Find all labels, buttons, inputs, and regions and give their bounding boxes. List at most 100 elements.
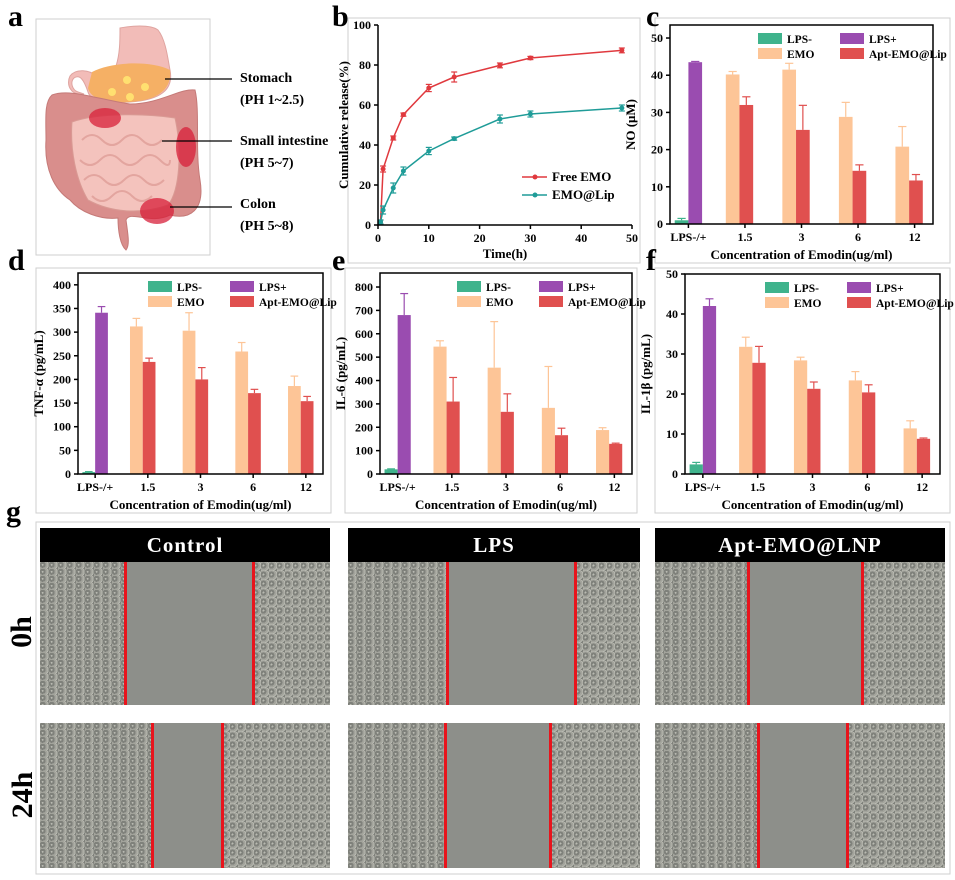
wound-edge-left-line bbox=[444, 723, 447, 868]
legend-swatch bbox=[847, 297, 871, 308]
y-tick-label: 600 bbox=[355, 327, 373, 341]
panel-letter-f: f bbox=[646, 244, 656, 277]
legend-label: Apt-EMO@Lip bbox=[876, 298, 954, 310]
panel-letter-d: d bbox=[8, 244, 25, 277]
y-tick-label: 0 bbox=[672, 467, 678, 481]
legend-label: Apt-EMO@Lip bbox=[568, 297, 646, 309]
y-axis-label: IL-1β (pg/mL) bbox=[638, 334, 653, 414]
bar-lps- bbox=[384, 469, 398, 474]
bar-lps- bbox=[702, 306, 717, 474]
legend-swatch bbox=[840, 33, 864, 44]
x-tick-label: 3 bbox=[198, 480, 204, 494]
data-point bbox=[527, 55, 533, 61]
legend-swatch bbox=[539, 281, 563, 292]
y-tick-label: 20 bbox=[651, 143, 663, 157]
y-tick-label: 100 bbox=[355, 444, 373, 458]
legend-marker bbox=[532, 174, 538, 180]
y-tick-label: 30 bbox=[666, 347, 678, 361]
bar-apt-emo-lip bbox=[609, 443, 623, 474]
legend-label: LPS+ bbox=[568, 282, 596, 294]
x-tick-label: LPS-/+ bbox=[380, 480, 416, 494]
bar-apt-emo-lip bbox=[807, 388, 821, 474]
x-axis-label: Concentration of Emodin(ug/ml) bbox=[722, 497, 904, 512]
y-tick-label: 700 bbox=[355, 303, 373, 317]
bar-lps- bbox=[82, 472, 96, 474]
x-tick-label: 12 bbox=[916, 480, 928, 494]
data-point bbox=[497, 62, 503, 68]
y-tick-label: 350 bbox=[53, 301, 71, 315]
data-point bbox=[619, 105, 625, 111]
plot-frame bbox=[684, 273, 941, 475]
legend-swatch bbox=[230, 296, 254, 307]
cell-layer-right bbox=[862, 562, 945, 705]
data-point bbox=[619, 47, 625, 53]
data-point bbox=[451, 136, 457, 142]
data-point bbox=[527, 111, 533, 117]
y-tick-label: 0 bbox=[657, 217, 663, 231]
y-tick-label: 400 bbox=[53, 278, 71, 292]
bar-apt-emo-lip bbox=[195, 379, 209, 474]
x-tick-label: 6 bbox=[855, 230, 861, 244]
y-tick-label: 40 bbox=[359, 138, 371, 152]
small-intestine-label: Small intestine bbox=[240, 134, 329, 149]
cell-layer-right bbox=[847, 723, 945, 868]
legend-swatch bbox=[840, 48, 864, 59]
bar-apt-emo-lip bbox=[446, 401, 460, 474]
axes bbox=[377, 25, 632, 226]
bar-emo bbox=[433, 346, 447, 474]
micrograph-apt-emo-lnp-0h bbox=[655, 562, 945, 705]
wound-edge-right-line bbox=[252, 562, 255, 705]
y-axis-label: NO (μM) bbox=[623, 99, 638, 150]
bar-lps- bbox=[688, 62, 703, 225]
x-tick-label: LPS-/+ bbox=[685, 480, 721, 494]
x-tick-label: 12 bbox=[608, 480, 620, 494]
x-tick-label: 3 bbox=[503, 480, 509, 494]
legend-swatch bbox=[457, 281, 481, 292]
legend-label: Free EMO bbox=[552, 169, 611, 184]
bar-apt-emo-lip bbox=[500, 411, 514, 474]
data-point bbox=[390, 135, 396, 141]
x-axis-label: Time(h) bbox=[483, 246, 528, 261]
cell-layer-right bbox=[575, 562, 640, 705]
x-tick-label: 10 bbox=[423, 231, 435, 245]
colon-ph-label: (PH 5~8) bbox=[240, 219, 294, 234]
data-point bbox=[426, 148, 432, 154]
y-tick-label: 500 bbox=[355, 350, 373, 364]
bar-lps- bbox=[689, 464, 703, 474]
column-header-apt-emo-lnp: Apt-EMO@LNP bbox=[655, 528, 945, 562]
x-tick-label: 1.5 bbox=[750, 480, 765, 494]
x-tick-label: 12 bbox=[909, 230, 921, 244]
row-label-24h: 24h bbox=[6, 771, 39, 819]
cell-layer-left bbox=[348, 562, 447, 705]
x-tick-label: 1.5 bbox=[140, 480, 155, 494]
bar-emo bbox=[739, 346, 753, 474]
wound-edge-left-line bbox=[151, 723, 154, 868]
y-tick-label: 20 bbox=[666, 387, 678, 401]
legend-swatch bbox=[539, 296, 563, 307]
bar-emo bbox=[182, 330, 196, 474]
x-tick-label: 6 bbox=[864, 480, 870, 494]
y-tick-label: 20 bbox=[359, 178, 371, 192]
y-tick-label: 30 bbox=[651, 105, 663, 119]
bar-emo bbox=[487, 367, 501, 474]
data-point bbox=[497, 116, 503, 122]
x-tick-label: 1.5 bbox=[737, 230, 752, 244]
y-tick-label: 80 bbox=[359, 58, 371, 72]
wound-edge-left-line bbox=[124, 562, 127, 705]
legend-label: LPS- bbox=[787, 34, 812, 46]
column-header-control: Control bbox=[40, 528, 330, 562]
panel-letter-b: b bbox=[332, 0, 349, 33]
x-tick-label: 40 bbox=[575, 231, 587, 245]
row-label-0h: 0h bbox=[5, 616, 38, 648]
data-point bbox=[378, 219, 384, 225]
y-tick-label: 0 bbox=[65, 467, 71, 481]
bar-apt-emo-lip bbox=[554, 435, 569, 474]
panel-letter-c: c bbox=[646, 0, 660, 33]
panel-letter-e: e bbox=[332, 244, 346, 277]
x-tick-label: 1.5 bbox=[444, 480, 459, 494]
wound-edge-right-line bbox=[221, 723, 224, 868]
y-tick-label: 300 bbox=[53, 325, 71, 339]
legend-label: EMO bbox=[177, 297, 205, 309]
legend-swatch bbox=[148, 296, 172, 307]
bar-lps- bbox=[674, 220, 689, 224]
